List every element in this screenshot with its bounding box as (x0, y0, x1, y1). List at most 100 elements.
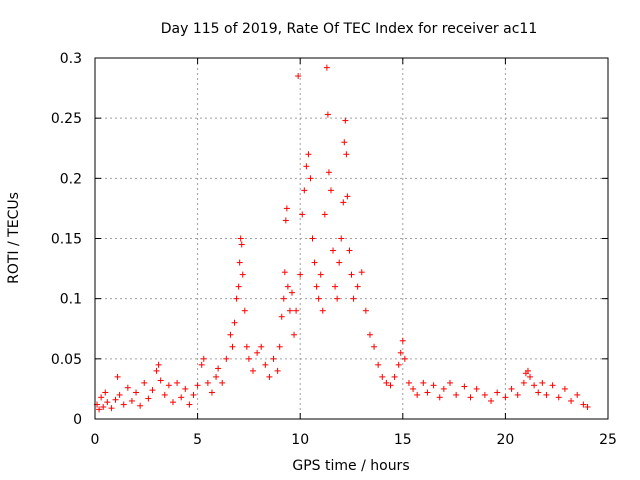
data-point (488, 397, 495, 404)
data-point (414, 391, 421, 398)
data-point (311, 259, 318, 266)
data-point (169, 399, 176, 406)
data-point (391, 373, 398, 380)
data-point (341, 139, 348, 146)
data-point (280, 295, 287, 302)
data-point (574, 391, 581, 398)
data-point (233, 295, 240, 302)
data-point (543, 391, 550, 398)
data-point (128, 397, 135, 404)
data-point (383, 379, 390, 386)
data-point (307, 175, 314, 182)
data-point (405, 379, 412, 386)
data-point (303, 163, 310, 170)
data-point (502, 394, 509, 401)
data-point (165, 382, 172, 389)
data-point (237, 235, 244, 242)
data-point (239, 271, 246, 278)
data-point (440, 385, 447, 392)
data-point (494, 389, 501, 396)
x-axis-label: GPS time / hours (292, 458, 409, 474)
data-point (362, 307, 369, 314)
data-point (358, 269, 365, 276)
data-points-layer (94, 64, 591, 413)
x-tick-label: 0 (91, 432, 100, 448)
data-point (149, 387, 156, 394)
data-point (338, 235, 345, 242)
data-point (198, 361, 205, 368)
data-point (420, 379, 427, 386)
data-point (299, 211, 306, 218)
data-point (114, 373, 121, 380)
data-point (161, 391, 168, 398)
data-point (410, 385, 417, 392)
data-point (153, 367, 160, 374)
data-point (584, 403, 591, 410)
data-point (241, 307, 248, 314)
x-tick-label: 5 (193, 432, 202, 448)
data-point (514, 391, 521, 398)
x-tick-label: 20 (496, 432, 514, 448)
data-point (258, 343, 265, 350)
data-point (96, 406, 103, 413)
data-point (137, 402, 144, 409)
data-point (561, 385, 568, 392)
data-point (325, 169, 332, 176)
data-point (116, 391, 123, 398)
data-point (133, 389, 140, 396)
data-point (190, 391, 197, 398)
data-point (346, 247, 353, 254)
data-point (305, 151, 312, 158)
data-point (580, 401, 587, 408)
data-point (319, 307, 326, 314)
data-point (379, 373, 386, 380)
data-point (104, 399, 111, 406)
data-point (350, 295, 357, 302)
data-point (539, 379, 546, 386)
data-point (204, 379, 211, 386)
data-point (213, 373, 220, 380)
data-point (236, 259, 243, 266)
y-tick-label: 0.1 (60, 292, 82, 308)
data-point (524, 367, 531, 374)
data-point (194, 382, 201, 389)
data-point (336, 259, 343, 266)
data-point (288, 289, 295, 296)
data-point (178, 394, 185, 401)
data-point (284, 283, 291, 290)
data-point (200, 355, 207, 362)
data-point (520, 379, 527, 386)
data-point (344, 193, 351, 200)
data-point (219, 379, 226, 386)
data-point (243, 343, 250, 350)
data-point (301, 187, 308, 194)
data-point (112, 396, 119, 403)
data-point (330, 247, 337, 254)
data-point (208, 389, 215, 396)
data-point (235, 283, 242, 290)
data-point (283, 205, 290, 212)
data-point (430, 382, 437, 389)
y-tick-label: 0 (73, 412, 82, 428)
data-point (467, 394, 474, 401)
data-point (120, 401, 127, 408)
data-point (332, 283, 339, 290)
data-point (424, 389, 431, 396)
data-point (508, 385, 515, 392)
data-point (254, 349, 261, 356)
data-point (397, 349, 404, 356)
data-point (293, 307, 300, 314)
data-point (436, 394, 443, 401)
data-point (348, 271, 355, 278)
data-point (313, 283, 320, 290)
data-point (155, 361, 162, 368)
data-point (323, 64, 330, 71)
data-point (531, 382, 538, 389)
data-point (266, 373, 273, 380)
y-tick-label: 0.15 (51, 232, 82, 248)
data-point (100, 403, 107, 410)
data-point (174, 379, 181, 386)
grid-layer (95, 58, 608, 419)
data-point (568, 397, 575, 404)
data-point (270, 355, 277, 362)
